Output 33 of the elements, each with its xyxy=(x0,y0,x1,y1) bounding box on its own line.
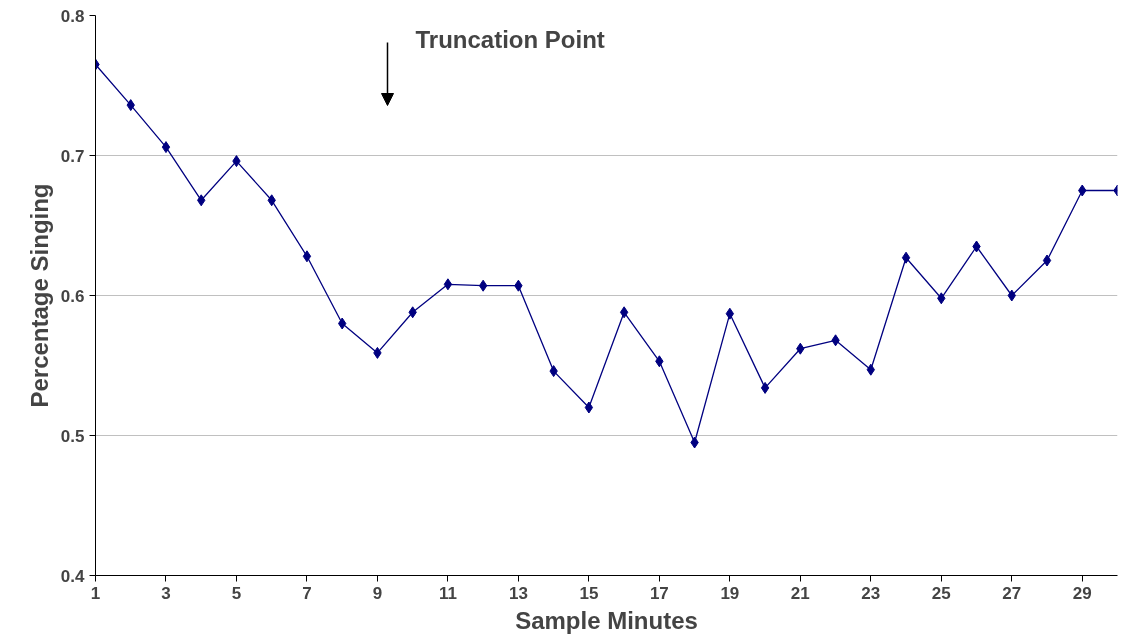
x-tick-label: 21 xyxy=(790,583,810,603)
point xyxy=(478,279,488,292)
x-tick-label: 23 xyxy=(861,583,881,603)
annotation: Truncation Point xyxy=(415,26,605,53)
x-tick-label: 27 xyxy=(1002,583,1022,603)
x-tick-label: 7 xyxy=(302,583,312,603)
point xyxy=(443,278,453,291)
x-tick-label: 3 xyxy=(161,583,171,603)
x-tick-label: 11 xyxy=(438,583,457,603)
point xyxy=(725,307,735,320)
x-tick-label: 29 xyxy=(1072,583,1092,603)
point xyxy=(619,306,629,319)
y-tick-label: 0.8 xyxy=(60,6,85,26)
point xyxy=(161,141,171,154)
x-tick-label: 17 xyxy=(649,583,669,603)
point xyxy=(760,381,770,394)
point xyxy=(302,250,312,263)
x-tick-label: 13 xyxy=(508,583,528,603)
y-axis-title: Percentage Singing xyxy=(25,183,53,408)
point xyxy=(901,251,911,264)
x-tick-label: 9 xyxy=(372,583,383,603)
x-tick-label: 5 xyxy=(231,583,242,603)
point xyxy=(1042,254,1052,267)
y-tick-label: 0.4 xyxy=(60,566,86,586)
y-tick-label: 0.6 xyxy=(60,286,85,306)
point xyxy=(584,401,594,414)
x-axis-title: Sample Minutes xyxy=(515,606,698,634)
x-tick-label: 19 xyxy=(720,583,740,603)
y-tick-label: 0.5 xyxy=(60,426,85,446)
x-tick-label: 25 xyxy=(931,583,951,603)
x-tick-label: 1 xyxy=(90,583,101,603)
x-tick-label: 15 xyxy=(579,583,599,603)
y-tick-label: 0.7 xyxy=(60,146,85,166)
